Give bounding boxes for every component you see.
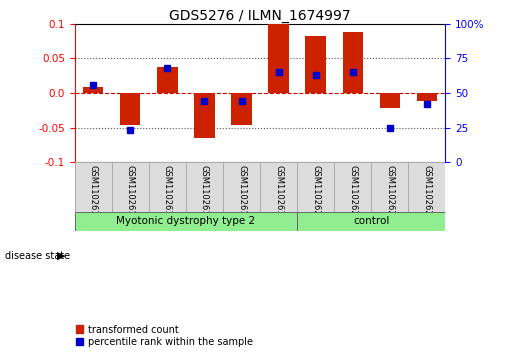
Bar [75, 212, 297, 231]
Bar [297, 212, 445, 231]
Bar [75, 162, 112, 212]
Bar [417, 93, 437, 101]
Text: GSM1102617: GSM1102617 [200, 165, 209, 221]
Bar [83, 87, 104, 93]
Bar [157, 66, 178, 93]
Bar [408, 162, 445, 212]
Bar [112, 162, 149, 212]
Text: GSM1102622: GSM1102622 [385, 165, 394, 221]
Text: disease state: disease state [5, 251, 70, 261]
Bar [305, 36, 326, 93]
Bar [223, 162, 260, 212]
Text: ▶: ▶ [57, 251, 65, 261]
Bar [342, 32, 363, 93]
Text: Myotonic dystrophy type 2: Myotonic dystrophy type 2 [116, 216, 255, 226]
Bar [186, 162, 223, 212]
Bar [194, 93, 215, 138]
Text: GSM1102621: GSM1102621 [348, 165, 357, 221]
Text: GSM1102623: GSM1102623 [422, 165, 432, 221]
Bar [371, 162, 408, 212]
Bar [297, 162, 334, 212]
Bar [334, 162, 371, 212]
Bar [260, 162, 297, 212]
Text: GSM1102614: GSM1102614 [89, 165, 98, 221]
Bar [380, 93, 400, 108]
Text: GSM1102618: GSM1102618 [237, 165, 246, 221]
Text: GSM1102619: GSM1102619 [274, 165, 283, 221]
Legend: transformed count, percentile rank within the sample: transformed count, percentile rank withi… [72, 321, 257, 351]
Text: GSM1102620: GSM1102620 [311, 165, 320, 221]
Title: GDS5276 / ILMN_1674997: GDS5276 / ILMN_1674997 [169, 9, 351, 23]
Bar [120, 93, 141, 126]
Text: control: control [353, 216, 389, 226]
Text: GSM1102615: GSM1102615 [126, 165, 135, 221]
Bar [231, 93, 252, 125]
Text: GSM1102616: GSM1102616 [163, 165, 172, 221]
Bar [149, 162, 186, 212]
Bar [268, 24, 289, 93]
